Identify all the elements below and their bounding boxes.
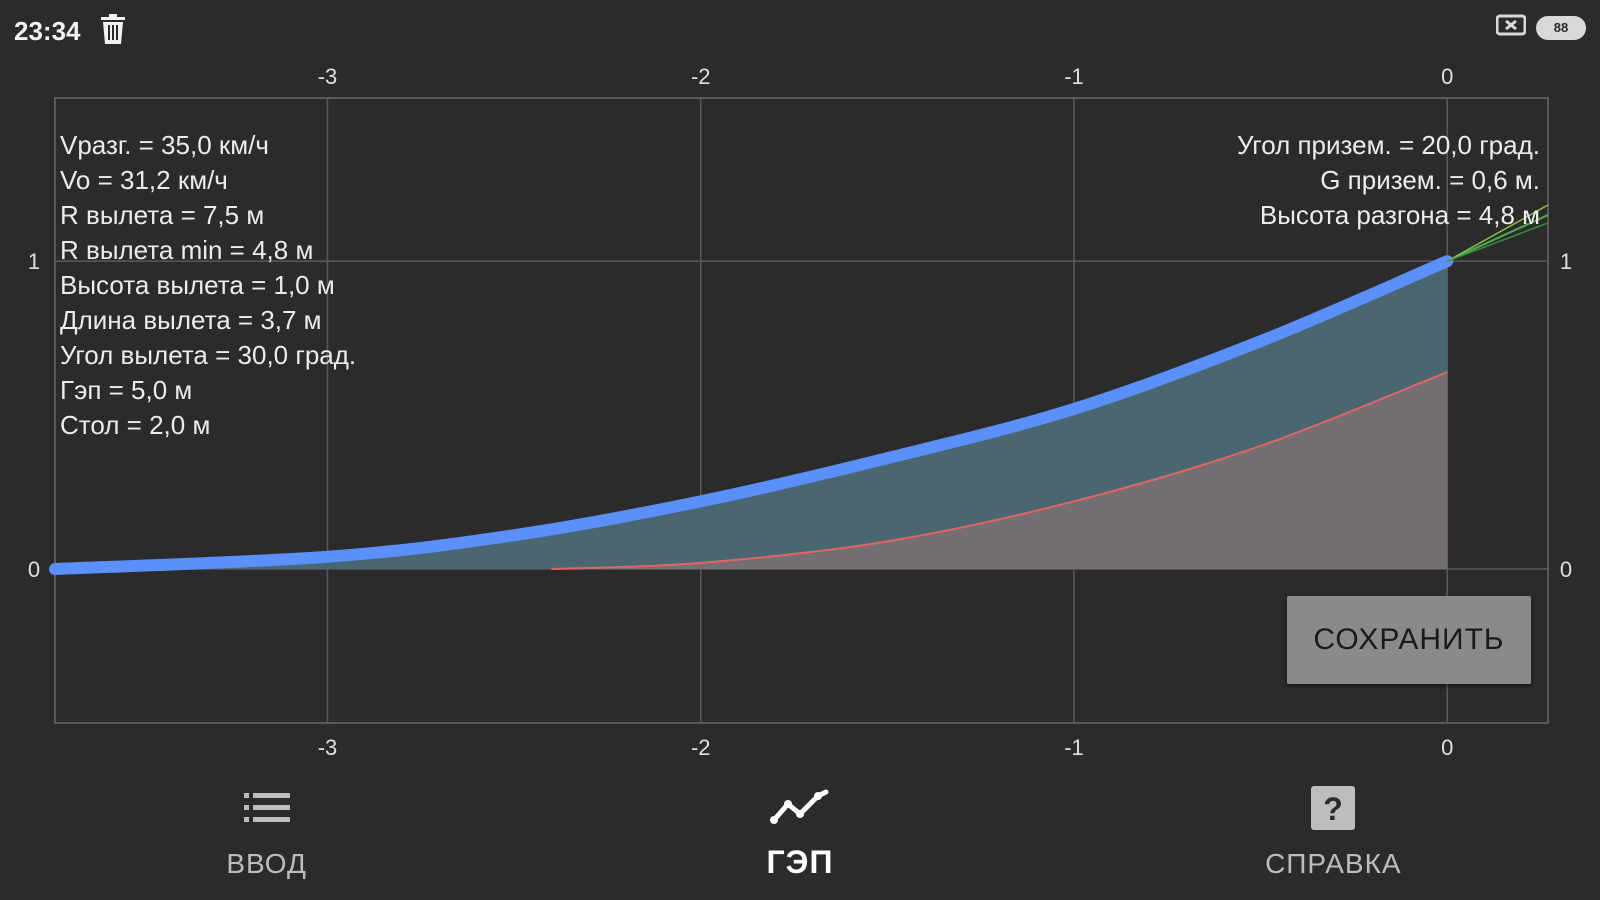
trash-icon	[100, 14, 126, 49]
lower-fill-area	[551, 372, 1448, 570]
status-time: 23:34	[14, 16, 81, 46]
nav-label-input: ВВОД	[226, 848, 307, 879]
takeoff-curve-line	[49, 255, 1454, 576]
save-button[interactable]: СОХРАНИТЬ	[1287, 596, 1531, 684]
info-line-ugol-vyleta: Угол вылета = 30,0 град.	[60, 340, 357, 370]
info-line-ugol-prizem: Угол призем. = 20,0 град.	[1236, 130, 1540, 160]
x-tick-label-bottom: 0	[1441, 735, 1453, 760]
battery-level: 88	[1553, 20, 1569, 35]
nav-item-gap[interactable]: ГЭП	[533, 760, 1066, 900]
info-line-stol: Стол = 2,0 м	[60, 410, 211, 440]
info-right: Угол призем. = 20,0 град. G призем. = 0,…	[1237, 128, 1540, 233]
info-left: Vразг. = 35,0 км/ч Vo = 31,2 км/ч R выле…	[60, 128, 356, 443]
x-tick-label-bottom: -3	[318, 735, 338, 760]
nav-item-input[interactable]: ВВОД	[0, 760, 533, 900]
bottom-nav: ВВОД ГЭП ? СПРАВКА	[0, 760, 1600, 900]
landing-angle-line	[1446, 214, 1549, 263]
x-tick-label-bottom: -2	[691, 735, 711, 760]
trajectory-chart: -3 -3 -2 -2 -1 -1 0 0 0 0 1 1	[28, 64, 1572, 760]
landing-angle-line	[1446, 222, 1549, 262]
status-bar: 23:34 88	[0, 0, 1600, 60]
chart-area[interactable]: -3 -3 -2 -2 -1 -1 0 0 0 0 1 1 Vразг. = 35,0 км/ч Vo…	[0, 60, 1600, 760]
help-icon-glyph: ?	[1324, 791, 1344, 827]
nav-item-help[interactable]: ? СПРАВКА	[1067, 760, 1600, 900]
info-line-dlina-vyleta: Длина вылета = 3,7 м	[60, 305, 322, 335]
chart-line-icon	[769, 782, 830, 834]
info-line-gap: Гэп = 5,0 м	[60, 375, 193, 405]
sim-icon	[1495, 14, 1527, 41]
info-line-vysota-razgona: Высота разгона = 4,8 м	[1259, 200, 1540, 230]
nav-label-gap: ГЭП	[766, 844, 834, 880]
list-icon	[242, 782, 292, 834]
y-tick-label-left: 1	[28, 249, 40, 274]
y-tick-label-right: 0	[1560, 557, 1572, 582]
help-icon: ?	[1309, 782, 1357, 834]
status-icons: 88	[1495, 14, 1586, 41]
info-line-vrazg: Vразг. = 35,0 км/ч	[60, 130, 269, 160]
info-line-g-prizem: G призем. = 0,6 м.	[1320, 165, 1540, 195]
y-tick-label-left: 0	[28, 557, 40, 582]
x-tick-label-bottom: -1	[1064, 735, 1084, 760]
info-line-r-vyleta-min: R вылета min = 4,8 м	[60, 235, 314, 265]
y-tick-label-right: 1	[1560, 249, 1572, 274]
info-line-vo: Vo = 31,2 км/ч	[60, 165, 228, 195]
info-line-r-vyleta: R вылета = 7,5 м	[60, 200, 265, 230]
x-tick-label-top: -2	[691, 64, 711, 89]
landing-curve-line	[551, 371, 1448, 571]
x-tick-label-top: 0	[1441, 64, 1453, 89]
x-tick-label-top: -1	[1064, 64, 1084, 89]
nav-label-help: СПРАВКА	[1265, 848, 1402, 879]
landing-angle-line	[1446, 204, 1549, 262]
plot-frame	[54, 97, 1549, 724]
battery-icon: 88	[1536, 15, 1586, 40]
upper-fill-area	[55, 261, 1448, 570]
info-line-vysota-vyleta: Высота вылета = 1,0 м	[60, 270, 335, 300]
x-tick-label-top: -3	[318, 64, 338, 89]
